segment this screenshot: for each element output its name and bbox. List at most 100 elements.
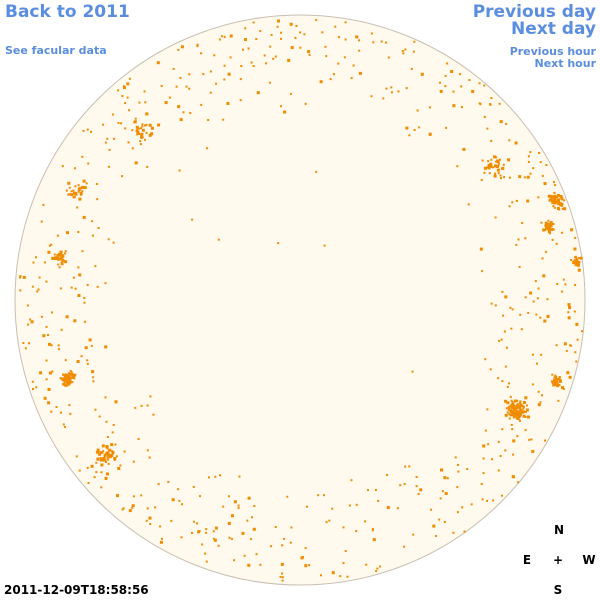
facula-speck: [501, 290, 504, 293]
facula-speck: [541, 257, 544, 260]
facula-speck: [22, 342, 25, 344]
see-facular-data-link[interactable]: See facular data: [5, 44, 107, 57]
facula-speck: [132, 460, 135, 463]
facula-speck: [239, 99, 242, 102]
facula-speck: [559, 379, 562, 382]
facula-speck: [428, 133, 431, 136]
facula-speck: [94, 265, 97, 268]
facula-speck: [277, 19, 280, 23]
previous-hour-link[interactable]: Previous hour: [509, 45, 596, 58]
facula-speck: [259, 30, 262, 33]
facula-speck: [148, 123, 152, 127]
facula-speck: [412, 533, 415, 536]
facula-speck: [566, 371, 570, 375]
facula-speck: [28, 342, 30, 345]
facula-speck: [209, 70, 212, 73]
facula-speck: [563, 342, 567, 346]
facula-speck: [561, 198, 564, 201]
facula-speck: [92, 376, 95, 379]
facula-speck: [76, 206, 79, 209]
facula-speck: [452, 90, 455, 93]
facula-speck: [540, 221, 543, 224]
facula-speck: [508, 205, 511, 208]
facula-speck: [47, 334, 50, 336]
facula-speck: [513, 414, 517, 418]
facula-speck: [98, 415, 101, 418]
facula-speck: [509, 395, 512, 398]
facula-speck: [371, 527, 374, 530]
facula-speck: [557, 377, 561, 381]
facula-speck: [521, 222, 524, 224]
facula-speck: [548, 222, 552, 226]
facula-speck: [280, 562, 284, 566]
facula-speck: [157, 123, 161, 127]
facula-speck: [551, 199, 554, 202]
facula-speck: [550, 225, 553, 228]
facula-speck: [270, 33, 273, 36]
facula-speck: [497, 377, 500, 380]
facula-speck: [114, 443, 117, 446]
facula-speck: [220, 35, 223, 38]
facula-speck: [556, 206, 560, 210]
facula-speck: [144, 101, 147, 104]
facula-speck: [342, 526, 345, 529]
next-hour-link[interactable]: Next hour: [534, 57, 597, 70]
facula-speck: [537, 196, 540, 199]
facula-speck: [386, 506, 390, 509]
facula-speck: [496, 168, 500, 172]
facula-speck: [305, 505, 308, 508]
facula-speck: [501, 380, 504, 383]
facula-speck: [505, 122, 508, 125]
facula-speck: [561, 386, 564, 390]
facula-speck: [304, 102, 307, 105]
facula-speck: [509, 414, 512, 417]
next-day-link[interactable]: Next day: [511, 19, 596, 39]
facula-speck: [110, 455, 113, 458]
back-to-year-link[interactable]: Back to 2011: [5, 2, 130, 22]
facula-speck: [78, 273, 82, 277]
facula-speck: [321, 31, 324, 34]
facula-speck: [50, 243, 53, 246]
facula-speck: [325, 55, 328, 58]
facula-speck: [522, 414, 526, 418]
facula-speck: [396, 507, 399, 510]
facula-speck: [483, 115, 486, 118]
facula-speck: [223, 35, 226, 38]
facula-speck: [204, 552, 207, 555]
facula-speck: [146, 507, 149, 510]
facula-speck: [42, 203, 45, 206]
facula-speck: [387, 56, 390, 59]
facula-speck: [536, 297, 539, 300]
facula-speck: [514, 411, 517, 414]
facula-speck: [145, 519, 148, 522]
previous-day-link[interactable]: Previous day: [472, 2, 596, 22]
facula-speck: [19, 276, 21, 279]
facula-speck: [86, 359, 89, 362]
facula-speck: [468, 79, 471, 81]
facula-speck: [508, 407, 511, 410]
facula-speck: [352, 64, 355, 67]
facula-speck: [521, 404, 524, 407]
facula-speck: [501, 428, 504, 431]
facula-speck: [108, 456, 111, 459]
facula-speck: [541, 174, 544, 177]
facula-speck: [564, 283, 567, 286]
facula-speck: [140, 494, 143, 497]
facula-speck: [502, 163, 505, 166]
facula-speck: [127, 141, 130, 144]
facula-speck: [105, 420, 108, 423]
facula-speck: [139, 140, 142, 143]
facula-speck: [557, 203, 560, 206]
facula-speck: [185, 85, 188, 88]
facula-speck: [137, 131, 140, 134]
facula-speck: [531, 353, 534, 356]
facula-speck: [561, 202, 563, 205]
facula-speck: [552, 228, 555, 231]
facula-speck: [117, 467, 121, 470]
facula-speck: [57, 252, 61, 256]
facula-speck: [200, 103, 203, 106]
facula-speck: [490, 139, 493, 142]
facula-speck: [77, 231, 80, 233]
facula-speck: [563, 199, 566, 202]
